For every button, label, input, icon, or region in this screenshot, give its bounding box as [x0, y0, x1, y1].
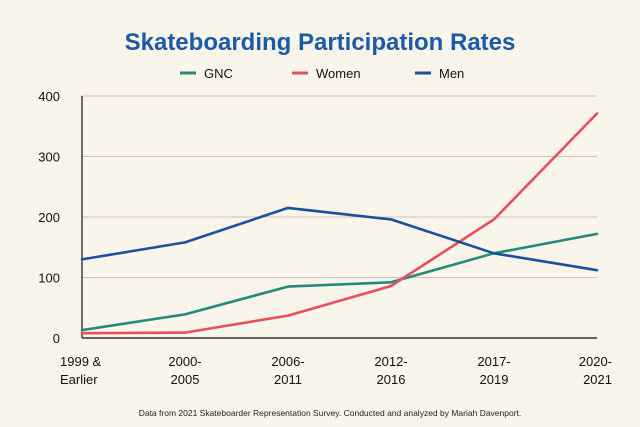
x-tick-label-line: 2016 [377, 372, 406, 387]
x-tick-label-line: 2005 [171, 372, 200, 387]
legend: GNC Women Men [180, 66, 464, 81]
legend-label: Women [316, 66, 361, 81]
x-tick-label-line: 2021 [583, 372, 612, 387]
legend-item-men: Men [415, 66, 464, 81]
x-tick-label-line: 2017- [477, 354, 510, 369]
x-tick-label-line: 2006- [271, 354, 304, 369]
y-tick-label-400: 400 [38, 89, 60, 104]
series-women [80, 112, 599, 335]
series-lines [80, 112, 599, 335]
x-tick-label-line: 2020- [579, 354, 612, 369]
x-tick-label-4: 2017- 2019 [477, 354, 510, 387]
chart-title: Skateboarding Participation Rates [125, 29, 516, 56]
legend-item-gnc: GNC [180, 66, 233, 81]
y-tick-label-100: 100 [38, 271, 60, 286]
y-tick-label-300: 300 [38, 150, 60, 165]
x-tick-label-line: 2011 [274, 372, 302, 387]
y-tick-labels: 0 100 200 300 400 [38, 89, 60, 346]
series-gnc [80, 232, 599, 332]
series-line-men [80, 206, 599, 272]
x-tick-label-line: Earlier [60, 372, 98, 387]
x-tick-label-line: 2012- [374, 354, 407, 369]
y-tick-label-200: 200 [38, 210, 60, 225]
x-tick-label-1: 2000- 2005 [168, 354, 201, 387]
legend-item-women: Women [292, 66, 361, 81]
x-tick-label-5: 2020- 2021 [579, 354, 612, 387]
series-line-gnc [80, 232, 599, 332]
x-tick-label-line: 2019 [480, 372, 509, 387]
axes [81, 96, 597, 339]
x-tick-label-2: 2006- 2011 [271, 354, 304, 387]
x-tick-label-3: 2012- 2016 [374, 354, 407, 387]
series-line-women [80, 112, 599, 335]
source-note: Data from 2021 Skateboarder Representati… [139, 408, 522, 418]
x-tick-label-0: 1999 & Earlier [60, 354, 102, 387]
x-tick-label-line: 2000- [168, 354, 201, 369]
x-tick-labels: 1999 & Earlier 2000- 2005 2006- 2011 2012- 2016… [60, 354, 612, 387]
series-men [80, 206, 599, 272]
legend-label: GNC [204, 66, 233, 81]
legend-label: Men [439, 66, 464, 81]
x-tick-label-line: 1999 & [60, 354, 102, 369]
grid-lines [82, 95, 597, 278]
y-tick-label-0: 0 [53, 331, 60, 346]
